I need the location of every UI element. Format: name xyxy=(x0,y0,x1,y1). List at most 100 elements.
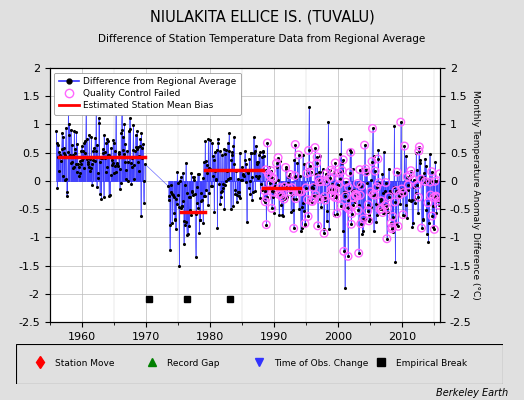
Point xyxy=(214,139,223,146)
Point xyxy=(116,180,125,186)
Point xyxy=(194,170,203,177)
Point xyxy=(347,221,355,228)
Point xyxy=(261,167,270,173)
Point xyxy=(424,239,433,246)
Point xyxy=(357,220,365,227)
Point xyxy=(289,225,298,232)
Point xyxy=(190,174,199,180)
Point xyxy=(422,207,431,213)
Point xyxy=(319,166,327,172)
Point xyxy=(331,160,340,166)
Point xyxy=(252,173,260,180)
Point xyxy=(392,221,401,227)
Point xyxy=(267,168,275,174)
Point xyxy=(181,222,189,228)
Point xyxy=(260,197,268,204)
Point xyxy=(261,198,269,205)
Point xyxy=(292,196,300,202)
Point xyxy=(428,213,436,219)
Point xyxy=(392,187,400,194)
Point xyxy=(252,142,260,149)
Point xyxy=(366,216,374,222)
Point xyxy=(297,228,305,234)
Point xyxy=(322,170,331,177)
Point xyxy=(217,194,225,200)
Point xyxy=(363,170,371,176)
Legend: Difference from Regional Average, Quality Control Failed, Estimated Station Mean: Difference from Regional Average, Qualit… xyxy=(54,72,241,115)
Point xyxy=(352,192,360,198)
Point xyxy=(243,168,252,174)
Point xyxy=(431,159,440,166)
Point xyxy=(362,169,370,175)
Point xyxy=(378,209,387,216)
Point xyxy=(336,150,344,157)
Point xyxy=(320,230,328,236)
Point xyxy=(65,132,73,138)
Point xyxy=(71,150,79,156)
Point xyxy=(380,210,388,216)
Point xyxy=(283,174,292,180)
Point xyxy=(171,217,179,223)
Point xyxy=(333,210,341,217)
Point xyxy=(78,143,86,149)
Point xyxy=(205,189,214,196)
Point xyxy=(280,184,289,190)
Point xyxy=(174,204,183,210)
Point xyxy=(208,140,216,146)
Point xyxy=(164,183,172,189)
Point xyxy=(335,175,344,182)
Point xyxy=(272,160,281,166)
Point xyxy=(63,188,72,195)
Point xyxy=(283,194,291,200)
Point xyxy=(352,192,360,198)
Point xyxy=(389,214,397,220)
Point xyxy=(126,125,135,132)
Point xyxy=(140,178,148,184)
Point xyxy=(394,223,402,230)
Point xyxy=(185,207,194,213)
Point xyxy=(394,187,402,193)
Point xyxy=(300,161,309,167)
Point xyxy=(304,213,312,220)
Point xyxy=(388,224,397,230)
Point xyxy=(290,172,299,179)
Point xyxy=(239,172,248,178)
Point xyxy=(394,223,402,230)
Point xyxy=(246,177,254,184)
Point xyxy=(361,216,369,222)
Point xyxy=(352,193,361,199)
Point xyxy=(368,125,377,132)
Point xyxy=(310,180,318,187)
Point xyxy=(294,188,302,195)
Point xyxy=(384,209,392,216)
Point xyxy=(309,184,318,191)
Point xyxy=(414,194,422,200)
Point xyxy=(231,187,239,194)
Point xyxy=(391,199,399,205)
Point xyxy=(405,197,413,204)
Point xyxy=(208,183,216,189)
Point xyxy=(372,219,380,225)
Point xyxy=(54,142,62,148)
Point xyxy=(427,178,435,184)
Point xyxy=(412,150,420,156)
Point xyxy=(123,178,132,184)
Point xyxy=(250,148,259,154)
Point xyxy=(328,192,336,198)
Point xyxy=(196,198,205,204)
Point xyxy=(386,188,394,194)
Point xyxy=(396,201,405,208)
Point xyxy=(383,205,391,212)
Point xyxy=(342,179,350,185)
Point xyxy=(281,164,290,171)
Point xyxy=(200,193,209,200)
Point xyxy=(365,218,373,224)
Point xyxy=(426,179,434,185)
Point xyxy=(332,187,340,193)
Point xyxy=(404,182,412,188)
Point xyxy=(333,195,342,201)
Point xyxy=(253,159,261,165)
Point xyxy=(184,194,193,200)
Point xyxy=(381,180,390,186)
Point xyxy=(317,178,325,185)
